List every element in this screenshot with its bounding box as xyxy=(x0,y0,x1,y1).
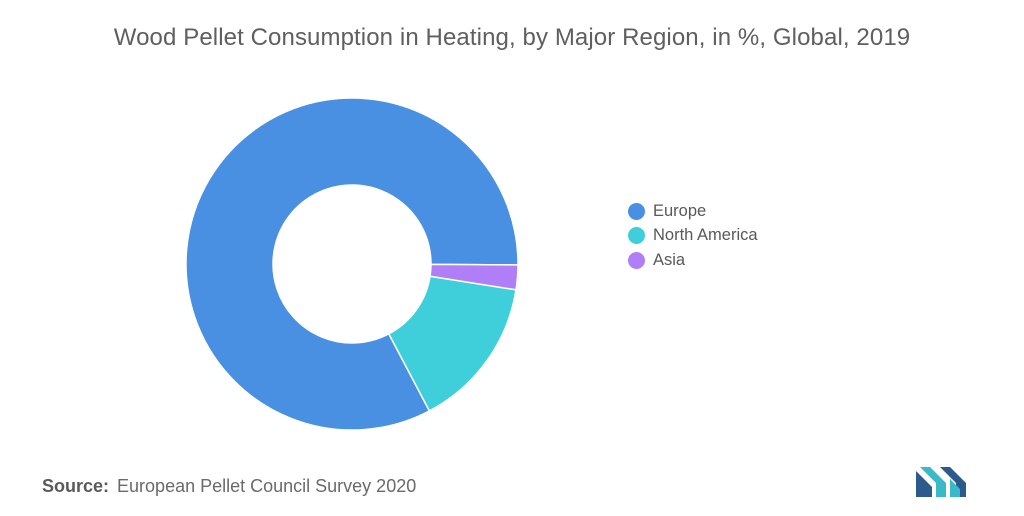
logo-shape-2 xyxy=(920,467,946,497)
source-note: Source: European Pellet Council Survey 20… xyxy=(42,476,416,497)
legend-label-north-america: North America xyxy=(653,226,758,245)
legend-item-asia[interactable]: Asia xyxy=(628,248,758,273)
slice-north-america[interactable] xyxy=(387,275,517,412)
source-label: Source: xyxy=(42,476,110,496)
legend-swatch-asia xyxy=(628,251,645,269)
slice-asia[interactable] xyxy=(429,263,519,291)
mordor-intelligence-logo-icon xyxy=(916,467,966,497)
legend: Europe North America Asia xyxy=(628,199,758,273)
legend-label-europe: Europe xyxy=(653,201,707,220)
chart-title: Wood Pellet Consumption in Heating, by M… xyxy=(113,24,911,51)
legend-item-north-america[interactable]: North America xyxy=(628,224,758,249)
logo-shape-1 xyxy=(916,471,932,497)
source-text: European Pellet Council Survey 2020 xyxy=(117,476,417,496)
legend-label-asia: Asia xyxy=(653,250,686,269)
legend-swatch-europe xyxy=(628,202,645,220)
legend-item-europe[interactable]: Europe xyxy=(628,199,758,224)
donut-slices xyxy=(185,97,519,431)
logo-shape-4 xyxy=(950,479,960,497)
legend-swatch-north-america xyxy=(628,227,645,245)
slice-europe[interactable] xyxy=(185,97,519,431)
